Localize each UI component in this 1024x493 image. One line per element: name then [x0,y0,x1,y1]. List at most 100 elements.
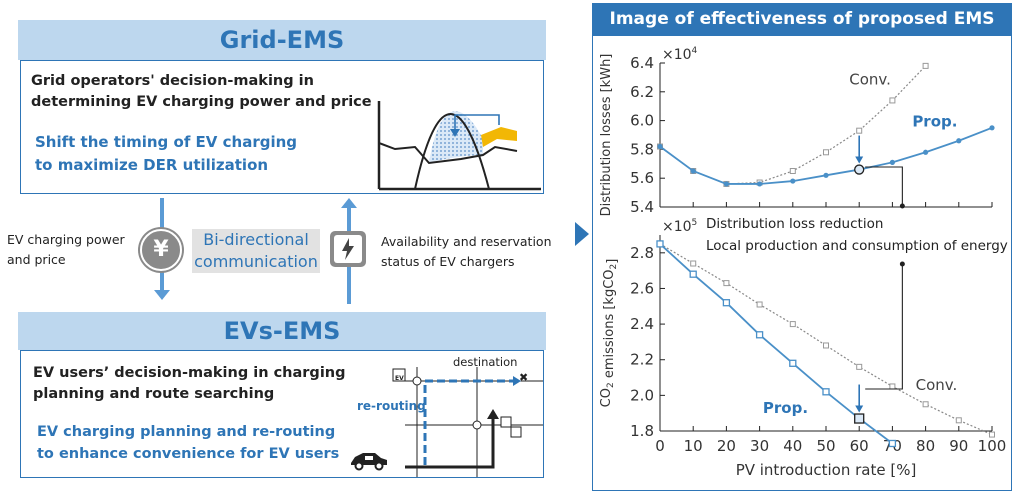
data-point [789,359,797,367]
data-point [690,260,697,267]
data-point [823,342,829,349]
x-tick-label: 10 [684,437,703,455]
demand-curve [378,142,518,165]
leader-line-1 [865,166,903,206]
ev-charging-power-label: EV charging power and price [7,232,125,267]
y-tick-label: 2.4 [630,315,654,333]
original-route [405,415,495,469]
map-destination-label: destination [453,355,518,369]
axis-multiplier: ×104 [662,46,698,63]
y-tick-label: 5.6 [630,169,654,187]
y-tick-label: 2.6 [630,279,654,297]
charger-ev-tag: EV [395,375,404,382]
right-panel-title-bar: Image of effectiveness of proposed EMS [592,3,1012,35]
y-axis-label: CO2 emissions [kgCO2] [599,259,620,408]
series-label-prop: Prop. [763,399,808,417]
grid-ems-panel: Grid operators' decision-making in deter… [20,60,544,194]
series-label-conv: Conv. [916,376,958,394]
bi-directional-communication-label: Bi-directional communication [192,229,320,273]
data-point [923,149,929,155]
x-tick-label: 50 [816,437,835,455]
availability-label: Availability and reservation status of E… [381,234,552,269]
right-panel-title: Image of effectiveness of proposed EMS [609,9,995,29]
highlight-point [854,164,865,175]
route-map: destination ✖ re-routing EV [343,351,543,477]
data-point [989,125,995,131]
data-point [822,388,830,396]
evs-ems-goal: EV charging planning and re-routing to e… [37,424,340,462]
annotation-box [702,210,1010,258]
axis-multiplier: ×105 [662,218,697,235]
data-point [723,181,729,187]
destination-marker: ✖ [519,371,529,384]
leader-dot-1 [899,203,905,209]
series-line-prop [659,243,893,445]
evs-ems-title: EVs-EMS [223,317,341,345]
series-line-conv [659,243,993,436]
chart-2: 1.82.02.22.42.62.80102030405060708090100… [599,218,1006,479]
data-point [789,321,796,328]
data-point [989,431,995,438]
y-tick-label: 5.4 [630,198,654,216]
data-point [956,138,962,144]
y-tick-label: 5.8 [630,140,654,158]
data-point [657,143,663,150]
axis-multiplier-exponent: 5 [692,218,698,228]
data-point [689,270,697,278]
data-point [723,280,730,287]
x-tick-label: 20 [717,437,736,455]
ev-charging-block [481,127,517,147]
y-tick-label: 6.4 [630,54,654,72]
annotation-line-2: Local production and consumption of ener… [706,238,1008,254]
reduction-arrow-head [855,156,864,164]
lightning-charger-icon [330,231,366,267]
rerouted-route [423,379,515,465]
data-point [889,97,896,104]
data-point [823,172,829,178]
data-point [856,127,863,134]
data-point [889,159,895,165]
series-label-prop: Prop. [912,112,957,130]
x-tick-label: 100 [978,437,1007,455]
right-panel-frame [592,35,1012,491]
y-axis-label: Distribution losses [kWh] [599,54,614,217]
y-tick-label: 2.8 [630,244,654,262]
highlight-point [854,413,865,424]
y-tick-label: 2.2 [630,351,654,369]
grid-ems-goal: Shift the timing of EV charging to maxim… [35,133,298,174]
data-point [955,417,962,424]
axis-multiplier-exponent: 4 [692,46,698,56]
data-point [789,168,796,174]
map-rerouting-label: re-routing [357,399,426,413]
data-point [790,178,796,184]
pv-output-hatched-area [429,111,483,163]
data-point [722,299,731,307]
x-tick-label: 40 [783,437,802,455]
data-point [922,401,929,408]
reduction-arrow-head [855,405,864,413]
x-tick-label: 80 [916,437,935,455]
data-point [690,168,696,174]
y-tick-label: 6.0 [630,112,654,130]
series-label-conv: Conv. [849,71,891,89]
shift-arrow [454,114,500,133]
grid-ems-title: Grid-EMS [219,26,345,54]
y-tick-label: 2.0 [630,386,654,404]
evs-ems-heading: EV users’ decision-making in charging pl… [33,365,346,402]
evs-ems-title-bar: EVs-EMS [18,312,546,350]
data-point [888,439,897,448]
yen-coin-icon: ¥ [140,229,182,271]
grid-ems-title-bar: Grid-EMS [18,20,546,60]
y-tick-label: 1.8 [630,422,654,440]
der-utilization-graph [377,101,541,191]
x-tick-label: 0 [655,437,665,455]
evs-ems-panel: EV users’ decision-making in charging pl… [20,350,544,478]
data-point [856,363,863,370]
grid-ems-heading: Grid operators' decision-making in deter… [31,73,372,110]
x-axis-label: PV introduction rate [%] [736,461,917,479]
x-tick-label: 60 [850,437,869,455]
data-point [889,383,896,390]
data-point [757,181,763,187]
ev-car-icon [347,449,389,475]
data-point [755,331,764,339]
